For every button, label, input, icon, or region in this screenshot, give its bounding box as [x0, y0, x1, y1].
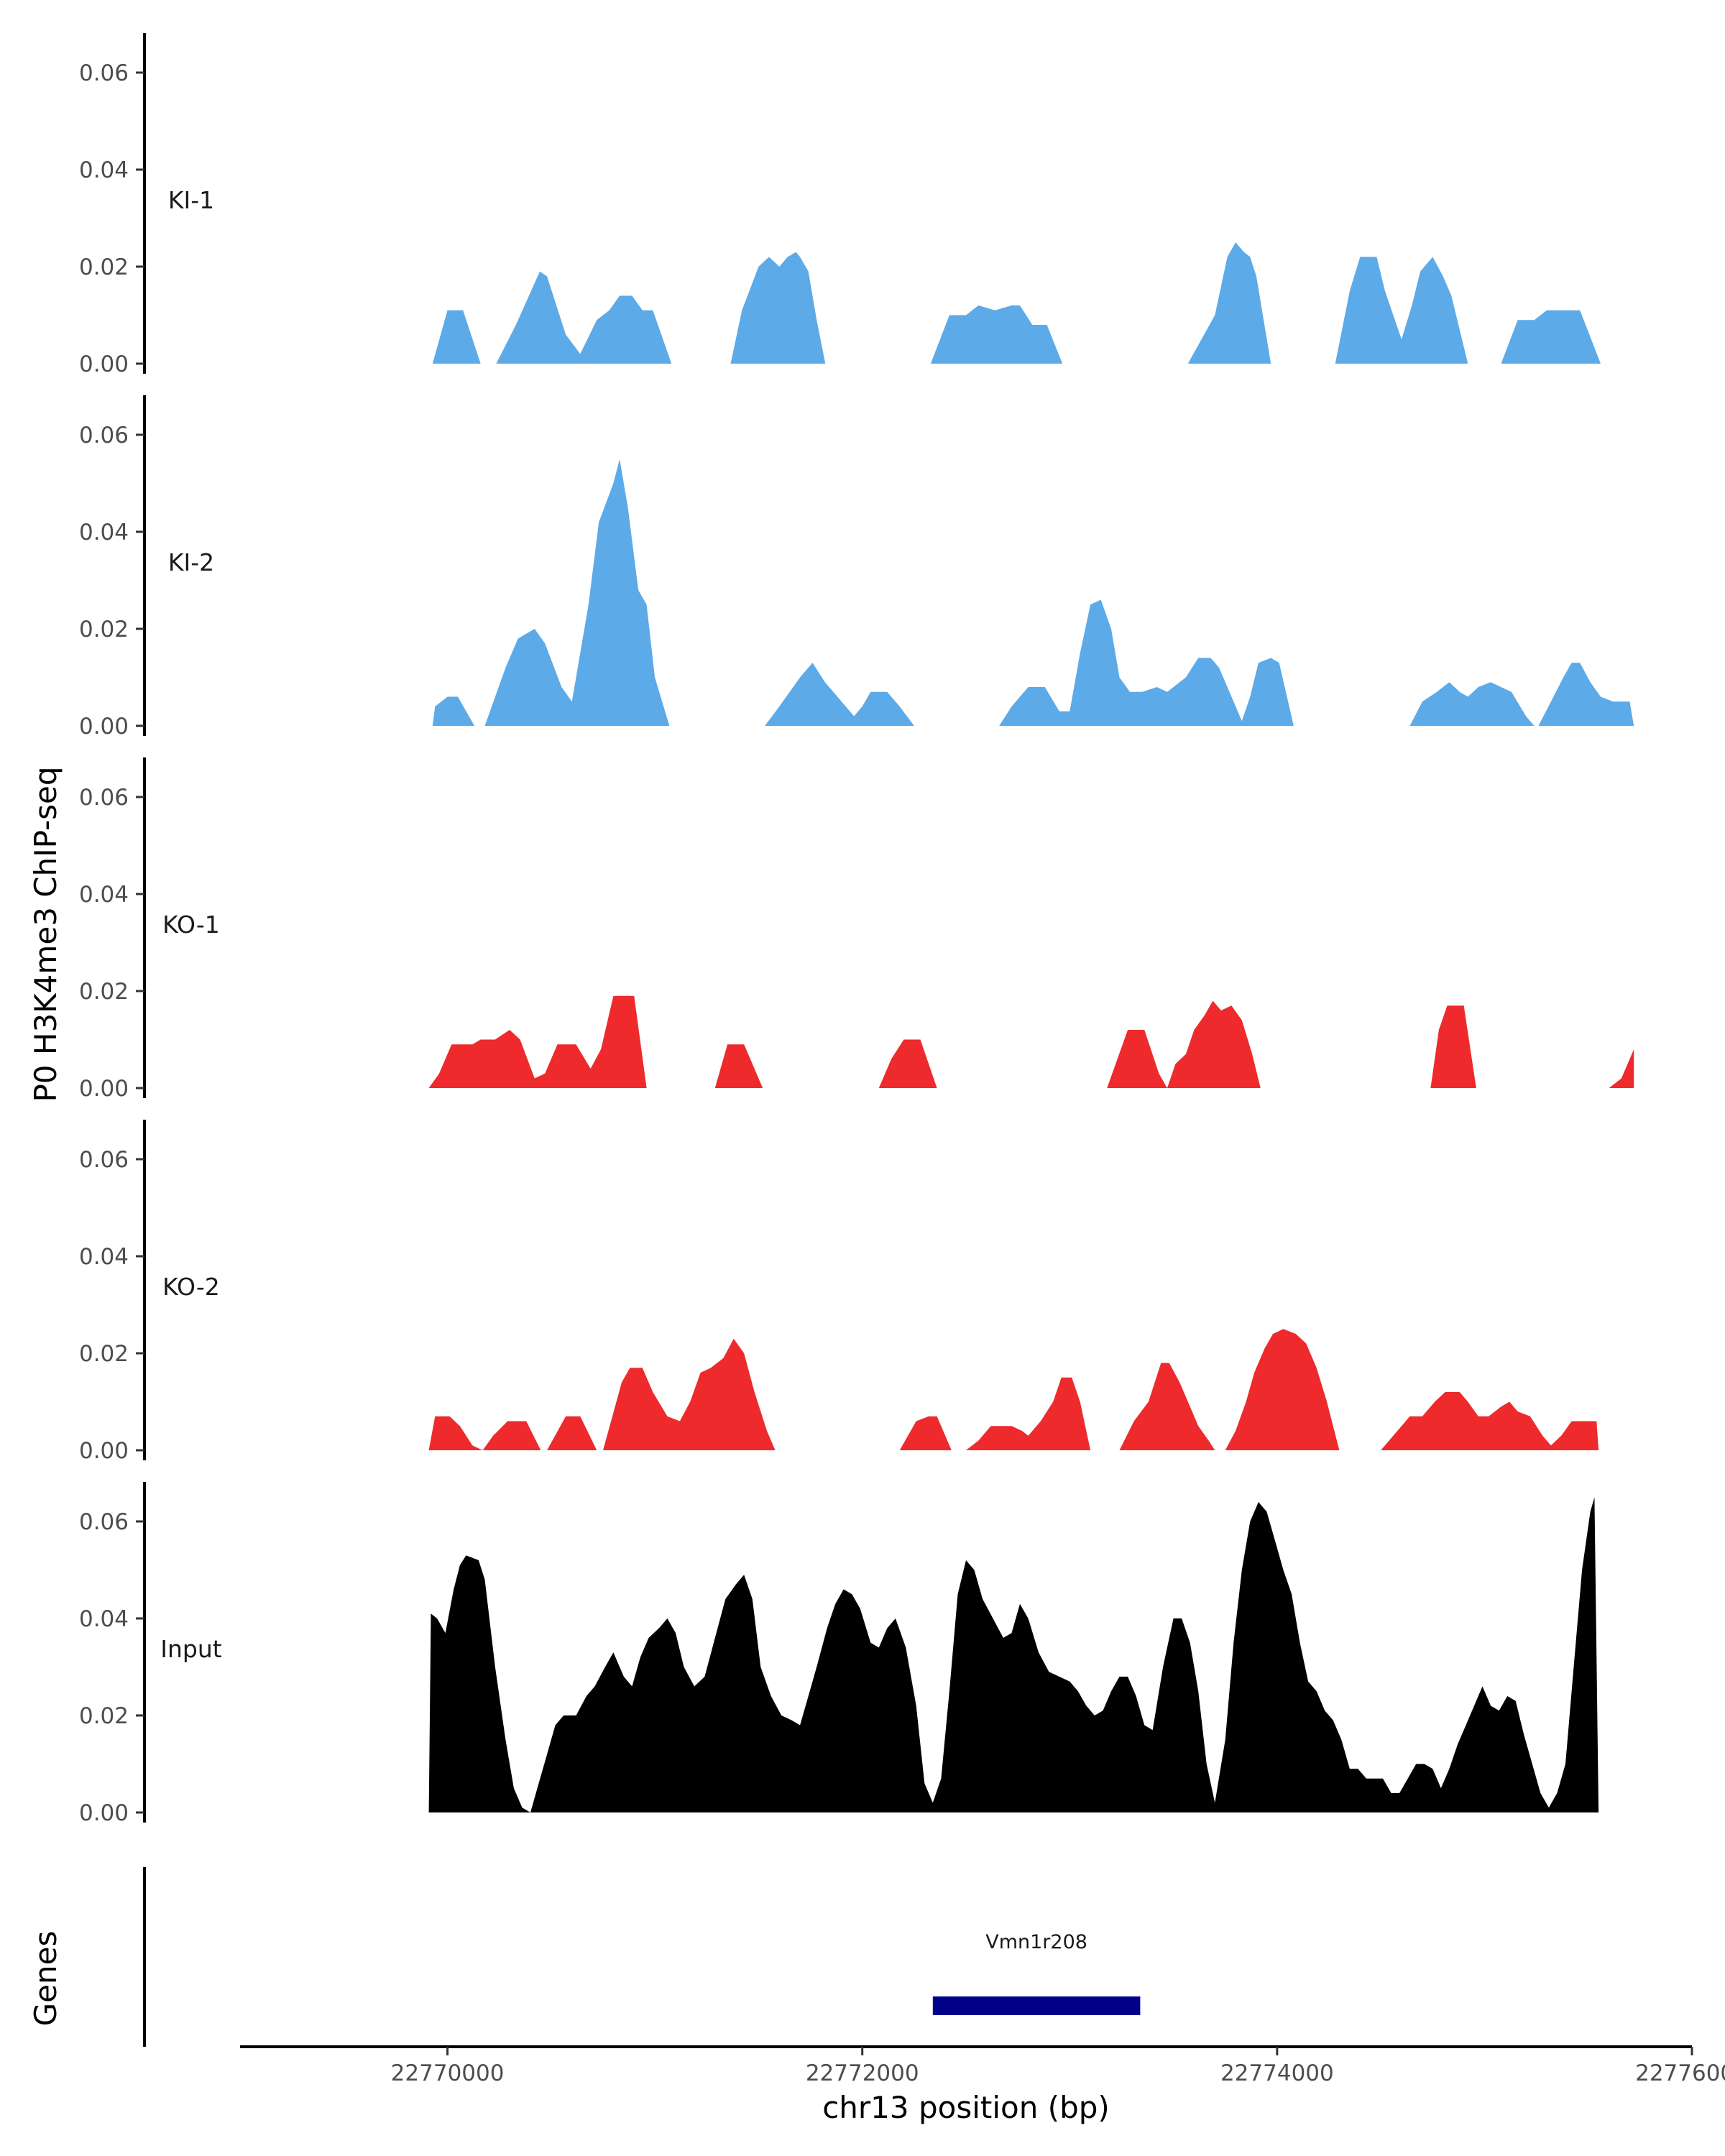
track-label-ki-2: KI-2	[168, 548, 214, 576]
gene-body-vmn1r208	[932, 1996, 1141, 2015]
gene-label-vmn1r208: Vmn1r208	[985, 1931, 1087, 1953]
y-tick-label: 0.06	[79, 1509, 129, 1535]
y-tick-label: 0.00	[79, 714, 129, 740]
gene-track-title: Genes	[28, 1931, 63, 2027]
y-tick-label: 0.06	[79, 1147, 129, 1173]
y-tick-label: 0.04	[79, 882, 129, 908]
y-tick-label: 0.02	[79, 979, 129, 1005]
track-panel-input: 0.00 0.02 0.04 0.06 Input	[79, 1482, 1599, 1826]
x-axis-title: chr13 position (bp)	[822, 2090, 1110, 2125]
track-panel-ko-2: 0.00 0.02 0.04 0.06 KO-2	[79, 1120, 1599, 1464]
gene-track-panel: Genes Vmn1r208	[28, 1867, 1141, 2047]
track-panels: 0.00 0.02 0.04 0.06 KI-1 0.00 0.02 0.04 0.06 KI-2…	[79, 33, 1634, 1826]
y-tick-label: 0.06	[79, 60, 129, 86]
coverage-area-ko-2	[428, 1329, 1599, 1450]
gene-items: Vmn1r208	[932, 1931, 1141, 2015]
track-panel-ki-2: 0.00 0.02 0.04 0.06 KI-2	[79, 395, 1634, 740]
y-tick-label: 0.02	[79, 1341, 129, 1367]
y-tick-label: 0.00	[79, 1438, 129, 1464]
track-label-ki-1: KI-1	[168, 186, 214, 214]
x-tick-label: 22770000	[391, 2060, 505, 2086]
y-tick-label: 0.04	[79, 520, 129, 545]
y-tick-label: 0.02	[79, 254, 129, 280]
y-tick-label: 0.04	[79, 157, 129, 183]
track-panel-ko-1: 0.00 0.02 0.04 0.06 KO-1	[79, 757, 1634, 1102]
y-tick-label: 0.02	[79, 1703, 129, 1729]
track-label-ko-1: KO-1	[162, 911, 220, 939]
y-tick-label: 0.02	[79, 617, 129, 642]
track-label-input: Input	[160, 1635, 222, 1663]
y-tick-label: 0.00	[79, 1800, 129, 1826]
x-tick-label: 22774000	[1220, 2060, 1334, 2086]
y-tick-label: 0.00	[79, 1076, 129, 1102]
y-tick-label: 0.06	[79, 785, 129, 811]
x-axis: 22770000 22772000 22774000 22776000 chr13 p…	[240, 2045, 1725, 2125]
track-panel-ki-1: 0.00 0.02 0.04 0.06 KI-1	[79, 33, 1601, 377]
coverage-area-ki-1	[432, 242, 1601, 364]
coverage-area-ko-1	[428, 995, 1634, 1088]
y-tick-label: 0.06	[79, 423, 129, 448]
x-ticks: 22770000 22772000 22774000 22776000	[391, 2047, 1725, 2086]
x-tick-label: 22772000	[806, 2060, 919, 2086]
track-label-ko-2: KO-2	[162, 1273, 220, 1301]
y-tick-label: 0.04	[79, 1606, 129, 1632]
y-tick-label: 0.00	[79, 351, 129, 377]
coverage-area-ki-2	[432, 459, 1634, 726]
x-tick-label: 22776000	[1635, 2060, 1725, 2086]
y-axis-title: P0 H3K4me3 ChIP-seq	[28, 766, 63, 1102]
y-tick-label: 0.04	[79, 1244, 129, 1270]
coverage-area-input	[428, 1497, 1599, 1812]
